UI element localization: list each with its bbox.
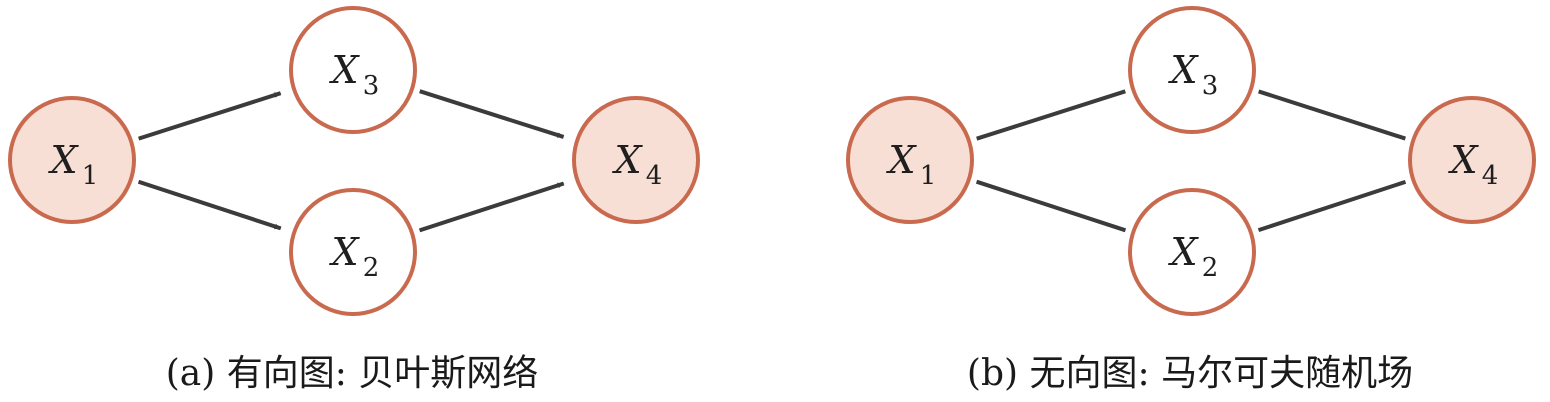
node-subscript: 2 — [363, 253, 380, 283]
edge-x3-x4 — [420, 91, 564, 137]
node-subscript: 3 — [1202, 71, 1219, 101]
node-label: X — [328, 48, 360, 92]
edge-x1-x2 — [977, 182, 1126, 231]
node-subscript: 4 — [1482, 161, 1499, 191]
node-subscript: 3 — [363, 71, 380, 101]
node-label: X — [1167, 230, 1199, 274]
panel-undirected-graph: X 1X 3X 2X 4 — [848, 8, 1534, 314]
edge-x1-x3 — [139, 93, 281, 138]
node-subscript: 2 — [1202, 253, 1219, 283]
node-subscript: 4 — [646, 161, 663, 191]
node-subscript: 1 — [82, 161, 99, 191]
panel-directed-graph: X 1X 3X 2X 4 — [10, 8, 698, 314]
node-label: X — [885, 138, 917, 182]
node-label: X — [611, 138, 643, 182]
edge-x2-x4 — [420, 183, 564, 230]
edge-x3-x4 — [1259, 91, 1406, 138]
node-subscript: 1 — [920, 161, 937, 191]
caption-undirected-graph: (b) 无向图: 马尔可夫随机场 — [967, 353, 1413, 394]
node-label: X — [1167, 48, 1199, 92]
edge-x1-x3 — [977, 91, 1126, 138]
edge-x1-x2 — [139, 182, 281, 229]
node-label: X — [328, 230, 360, 274]
node-label: X — [1447, 138, 1479, 182]
edge-x2-x4 — [1259, 182, 1406, 230]
caption-directed-graph: (a) 有向图: 贝叶斯网络 — [166, 353, 539, 394]
node-label: X — [47, 138, 79, 182]
